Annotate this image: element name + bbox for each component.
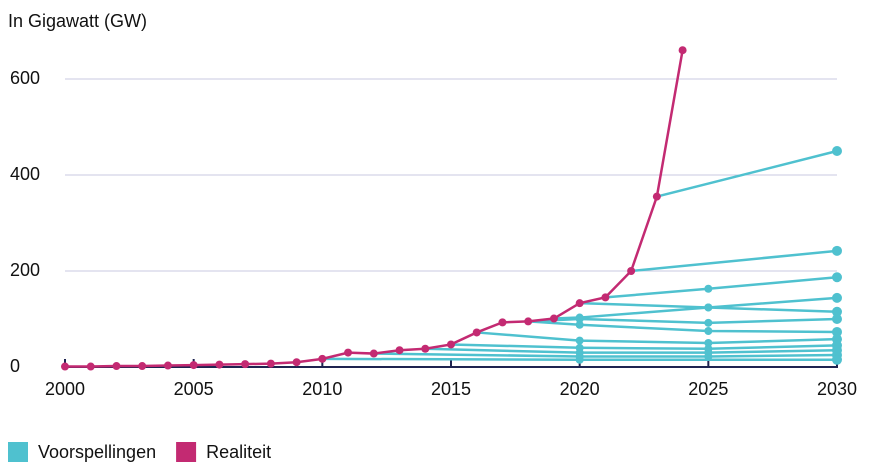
point xyxy=(189,361,198,370)
point xyxy=(447,340,455,349)
point xyxy=(266,359,275,368)
y-tick-label: 0 xyxy=(10,356,20,376)
point xyxy=(395,346,404,355)
point xyxy=(575,336,584,345)
legend-swatch xyxy=(176,442,197,462)
point xyxy=(704,339,713,347)
point xyxy=(524,317,533,326)
point xyxy=(832,146,842,156)
point xyxy=(704,303,713,312)
point xyxy=(704,352,713,361)
point xyxy=(61,362,69,371)
y-tick-label: 400 xyxy=(10,164,40,184)
point xyxy=(112,362,121,371)
line xyxy=(528,320,838,334)
x-tick-label: 2025 xyxy=(688,379,728,399)
point xyxy=(318,354,327,363)
point xyxy=(832,245,842,256)
point xyxy=(832,314,842,324)
line xyxy=(476,331,838,345)
point xyxy=(652,192,661,201)
x-tick-label: 2015 xyxy=(431,379,471,399)
point xyxy=(832,354,842,365)
x-tick-label: 2000 xyxy=(45,379,85,399)
point xyxy=(627,267,636,275)
point xyxy=(575,355,584,364)
point xyxy=(549,314,558,323)
line xyxy=(605,275,838,299)
point xyxy=(292,358,301,367)
point xyxy=(369,349,378,358)
point xyxy=(832,292,842,303)
legend-label: Realiteit xyxy=(206,442,271,462)
y-tick-label: 600 xyxy=(10,68,40,88)
line xyxy=(631,249,838,273)
legend-swatch xyxy=(8,442,28,462)
point xyxy=(215,360,224,369)
point xyxy=(344,348,353,357)
point xyxy=(704,327,713,335)
line xyxy=(528,317,838,325)
x-tick-label: 2030 xyxy=(817,379,857,399)
point xyxy=(241,360,250,369)
x-tick-label: 2010 xyxy=(302,379,342,399)
point xyxy=(498,318,507,327)
y-tick-label: 200 xyxy=(10,260,40,280)
point xyxy=(472,328,481,337)
point xyxy=(163,361,172,370)
line xyxy=(656,149,838,198)
line xyxy=(425,347,838,354)
y-axis-label: In Gigawatt (GW) xyxy=(8,11,147,31)
point xyxy=(421,344,430,353)
point xyxy=(704,318,713,327)
point xyxy=(678,46,687,55)
x-tick-label: 2020 xyxy=(560,379,600,399)
x-tick-label: 2005 xyxy=(174,379,214,399)
point xyxy=(138,362,147,371)
line xyxy=(450,343,838,351)
legend-label: Voorspellingen xyxy=(38,442,156,462)
point xyxy=(704,284,713,293)
point xyxy=(832,306,842,317)
point xyxy=(832,272,842,283)
point xyxy=(832,326,842,337)
point xyxy=(575,315,584,323)
line xyxy=(553,306,838,320)
point xyxy=(575,320,584,329)
point xyxy=(575,299,584,308)
line xyxy=(373,352,838,358)
point xyxy=(86,362,95,371)
point xyxy=(601,293,610,302)
